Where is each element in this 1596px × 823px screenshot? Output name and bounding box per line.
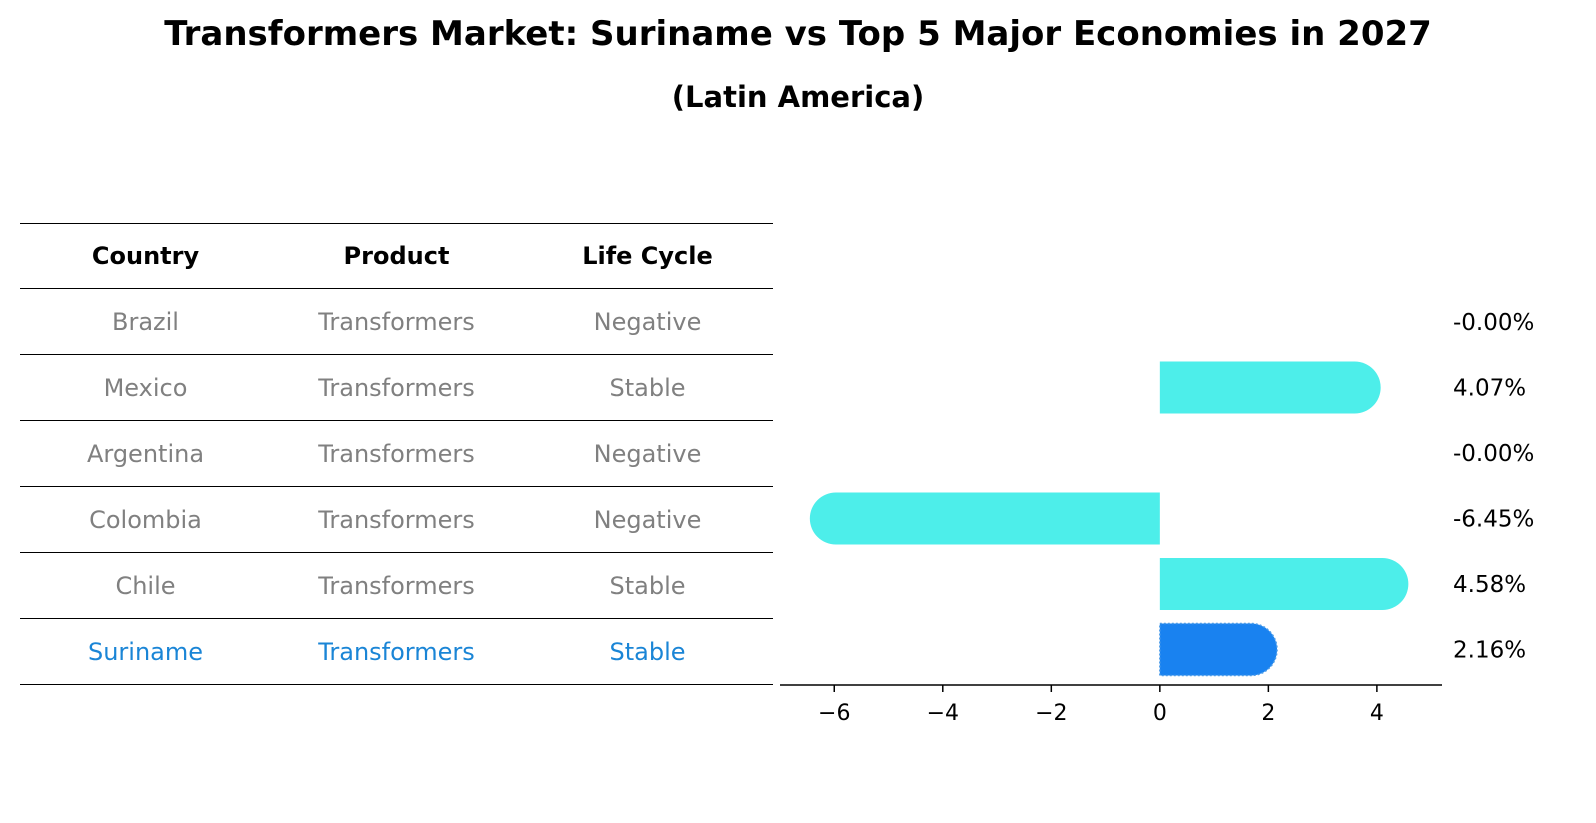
cell-country: Argentina [86, 439, 205, 468]
bar-suriname [1159, 622, 1278, 677]
cell-country: Mexico [103, 373, 188, 402]
cell-product: Transformers [318, 373, 475, 402]
table-header-row: Country Product Life Cycle [20, 223, 773, 289]
x-tick-label: 2 [1261, 701, 1275, 726]
cell-country: Suriname [87, 637, 204, 666]
value-label: -0.00% [1453, 310, 1534, 336]
x-tick-label: −2 [1035, 701, 1067, 726]
cell-country: Chile [115, 571, 176, 600]
cell-life-cycle: Stable [609, 571, 686, 600]
cell-product: Transformers [318, 505, 475, 534]
market-table: Country Product Life Cycle Brazil Transf… [20, 223, 773, 685]
cell-product: Transformers [318, 307, 475, 336]
cell-product: Transformers [318, 439, 475, 468]
table-row-highlighted: Suriname Transformers Stable [20, 619, 773, 685]
value-label: -6.45% [1453, 507, 1534, 533]
table-row: Argentina Transformers Negative [20, 421, 773, 487]
cell-life-cycle: Negative [593, 505, 702, 534]
value-label: 4.07% [1453, 376, 1526, 402]
header-country: Country [91, 242, 200, 270]
bar-chart: -0.00% 4.07% -0.00% -6.45% 4.58% 2.16% −6 −4 −2 0… [780, 310, 1534, 726]
x-tick-label: −6 [818, 701, 850, 726]
cell-life-cycle: Negative [593, 439, 702, 468]
table-row: Chile Transformers Stable [20, 553, 773, 619]
table-row: Brazil Transformers Negative [20, 289, 773, 355]
value-label: -0.00% [1453, 441, 1534, 467]
cell-country: Colombia [89, 505, 202, 534]
cell-life-cycle: Stable [609, 373, 686, 402]
bar-chile [1159, 558, 1409, 610]
header-product: Product [343, 242, 450, 270]
cell-country: Brazil [112, 307, 179, 336]
bar-mexico [1159, 361, 1381, 414]
bar-colombia [809, 492, 1160, 545]
cell-life-cycle: Stable [609, 637, 686, 666]
cell-life-cycle: Negative [593, 307, 702, 336]
header-life-cycle: Life Cycle [582, 242, 713, 270]
x-tick-label: −4 [927, 701, 959, 726]
cell-product: Transformers [318, 571, 475, 600]
x-tick-label: 4 [1370, 701, 1384, 726]
value-label: 4.58% [1453, 572, 1526, 598]
x-tick-label: 0 [1153, 701, 1167, 726]
chart-title: Transformers Market: Suriname vs Top 5 M… [164, 14, 1432, 54]
table-row: Mexico Transformers Stable [20, 355, 773, 421]
chart-subtitle: (Latin America) [671, 80, 925, 114]
value-label: 2.16% [1453, 638, 1526, 664]
cell-product: Transformers [318, 637, 475, 666]
table-row: Colombia Transformers Negative [20, 487, 773, 553]
